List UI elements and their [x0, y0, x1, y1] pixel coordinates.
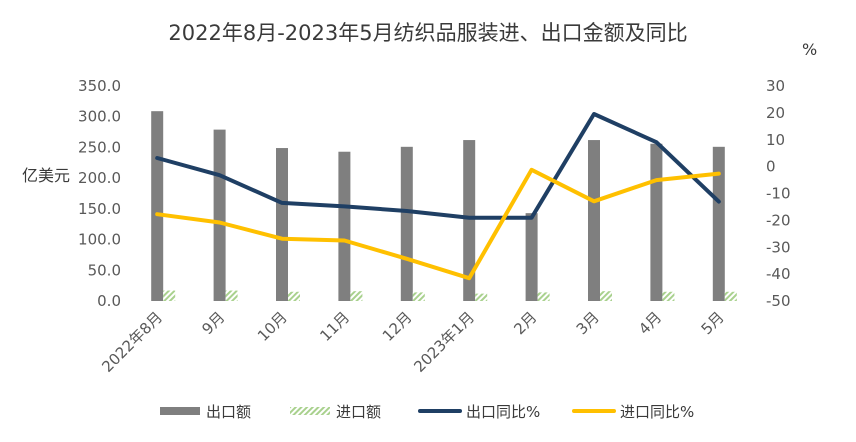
left-axis: 0.0 50.0 100.0 150.0 200.0 250.0 300.0 350.0	[78, 77, 121, 310]
export-yoy-line	[155, 112, 721, 220]
left-tick-label: 100.0	[78, 231, 121, 249]
legend-export-yoy-label: 出口同比%	[466, 403, 540, 421]
right-tick-label: -20	[766, 211, 791, 229]
x-tick-label: 3月	[573, 308, 603, 338]
left-tick-label: 250.0	[78, 138, 121, 156]
x-tick-label: 9月	[198, 308, 228, 338]
import-bar	[225, 290, 238, 301]
x-tick-label: 10月	[254, 308, 291, 345]
export-bar	[588, 140, 600, 301]
import-yoy-line	[155, 167, 721, 281]
import-bar	[163, 290, 176, 301]
import-bar	[662, 291, 675, 301]
line-series	[155, 112, 721, 281]
export-bar	[525, 213, 538, 301]
x-tick-label: 2023年1月	[410, 308, 478, 376]
left-tick-label: 200.0	[78, 169, 121, 187]
x-tick-label: 12月	[379, 308, 416, 345]
chart-title: 2022年8月-2023年5月纺织品服装进、出口金额及同比	[168, 21, 687, 45]
left-tick-label: 350.0	[78, 77, 121, 95]
left-tick-label: 0.0	[97, 292, 121, 310]
legend-import-label: 进口额	[336, 403, 381, 421]
export-bar	[338, 151, 351, 301]
legend-export-label: 出口额	[206, 403, 251, 421]
right-axis-title: %	[802, 40, 817, 59]
left-axis-title: 亿美元	[22, 166, 70, 185]
left-tick-label: 150.0	[78, 200, 121, 218]
right-tick-label: 0	[766, 158, 776, 176]
import-bar	[537, 292, 550, 301]
legend-import-swatch	[290, 407, 330, 415]
import-bar	[350, 291, 363, 301]
x-tick-label: 2月	[510, 308, 540, 338]
x-tick-label: 2022年8月	[98, 308, 166, 376]
right-tick-label: 30	[766, 77, 785, 95]
right-tick-label: -40	[766, 265, 791, 283]
export-bar	[712, 146, 725, 301]
right-axis: -50 -40 -30 -20 -10 0 10 20 30	[766, 77, 791, 310]
x-tick-label: 5月	[698, 308, 728, 338]
left-tick-label: 50.0	[88, 261, 121, 279]
legend-import-yoy-label: 进口同比%	[620, 403, 694, 421]
import-bar	[412, 292, 425, 301]
import-bar	[600, 291, 612, 301]
import-bar	[475, 293, 488, 301]
legend-export-swatch	[160, 407, 200, 415]
x-tick-label: 4月	[635, 308, 665, 338]
right-tick-label: -10	[766, 185, 791, 203]
export-bar	[650, 143, 663, 301]
left-tick-label: 300.0	[78, 108, 121, 126]
right-tick-label: -50	[766, 292, 791, 310]
legend: 出口额 进口额 出口同比% 进口同比%	[160, 403, 694, 421]
export-bar	[151, 111, 164, 301]
right-tick-label: 10	[766, 131, 785, 149]
import-bar	[724, 291, 737, 301]
export-bar	[213, 129, 226, 301]
right-tick-label: 20	[766, 104, 785, 122]
export-bar	[276, 148, 288, 301]
right-tick-label: -30	[766, 238, 791, 256]
x-tick-label: 11月	[316, 308, 353, 345]
export-bar	[463, 140, 476, 301]
export-bar	[400, 146, 413, 301]
import-bar	[288, 291, 300, 301]
